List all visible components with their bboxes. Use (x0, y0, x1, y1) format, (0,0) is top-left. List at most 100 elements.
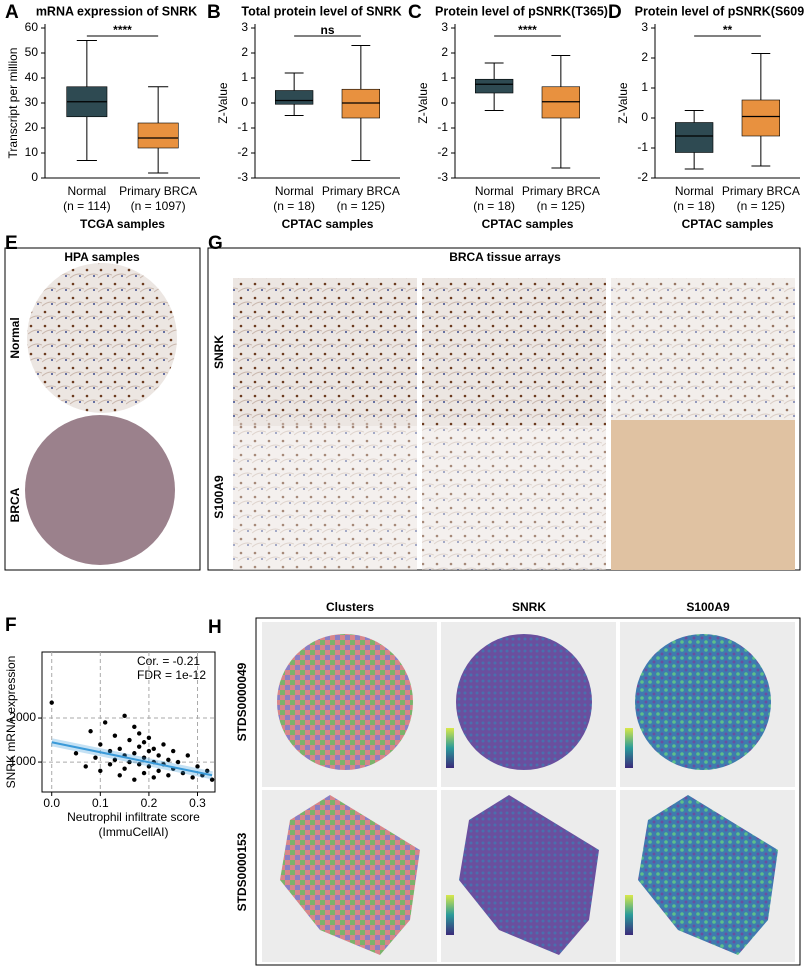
fit-line (51, 741, 213, 777)
y-tick-label: 20 (25, 120, 39, 134)
point (127, 737, 132, 743)
y-tick-label: -1 (237, 120, 248, 134)
y-tick-label: 40 (25, 70, 39, 84)
y-tick-label: 0 (441, 95, 448, 109)
box (341, 88, 381, 119)
point (88, 729, 93, 734)
x-tick-label: Normal (68, 184, 107, 198)
spatial-images (262, 622, 795, 962)
x-tick-label: Normal (475, 184, 514, 198)
column-label: SNRK (512, 600, 546, 614)
point (136, 744, 142, 749)
panel-label: B (207, 2, 221, 23)
y-tick-label: 60 (25, 20, 39, 34)
box (137, 122, 179, 149)
x-axis-label: Neutrophil infiltrate score (67, 810, 200, 824)
column-label: S100A9 (686, 600, 730, 614)
point (175, 759, 181, 765)
tissue-image (25, 415, 175, 565)
chart-title: Total protein level of SNRK (241, 4, 401, 18)
y-tick-label: 0 (241, 95, 248, 109)
y-tick-label: 2000 (9, 710, 36, 724)
y-tick-label: 50 (25, 45, 39, 59)
y-tick-label: 2 (441, 45, 448, 59)
row-label: S100A9 (212, 475, 226, 519)
y-axis-label: Z-Value (616, 82, 630, 123)
point (180, 770, 186, 776)
row-label: Normal (8, 317, 22, 358)
y-tick-label: 1 (641, 80, 648, 94)
y-tick-label: 10 (25, 145, 39, 159)
point (117, 746, 122, 752)
column-label: Clusters (326, 600, 374, 614)
point (136, 762, 142, 767)
y-tick-label: -1 (637, 140, 648, 154)
y-tick-label: 3 (241, 20, 248, 34)
point (146, 735, 152, 741)
panel-label: D (608, 2, 622, 23)
box (274, 90, 314, 105)
y-tick-label: -2 (437, 145, 448, 159)
point (195, 764, 200, 769)
point (93, 755, 98, 760)
point (112, 757, 118, 763)
row-label: STDS0000153 (235, 832, 249, 911)
chart-title: mRNA expression of SNRK (36, 4, 197, 18)
point (151, 746, 156, 752)
x-tick-label: Primary BRCA (722, 184, 800, 198)
significance: **** (518, 23, 537, 37)
box (674, 122, 714, 153)
x-tick-label: Normal (275, 184, 314, 198)
x-axis-label: TCGA samples (80, 217, 165, 231)
y-tick-label: 0 (641, 110, 648, 124)
n-label: (n = 18) (673, 199, 715, 213)
y-axis-label: Transcript per million (6, 48, 20, 159)
panel-frame (255, 617, 801, 966)
annotation: Cor. = -0.21 (137, 654, 200, 668)
n-label: (n = 125) (337, 199, 385, 213)
x-tick-label: 0.3 (189, 796, 206, 810)
ihc-grid (233, 278, 795, 570)
point (209, 777, 215, 782)
y-tick-label: 3 (441, 20, 448, 34)
point (141, 755, 147, 760)
point (166, 773, 171, 778)
point (122, 713, 127, 719)
y-tick-label: -3 (237, 170, 248, 184)
panel-label: C (408, 2, 422, 23)
point (102, 720, 108, 725)
point (107, 762, 113, 767)
panel-label: H (208, 617, 222, 638)
point (166, 757, 171, 763)
point (127, 759, 132, 765)
x-tick-label: Normal (675, 184, 714, 198)
point (49, 700, 54, 705)
y-tick-label: 3 (641, 20, 648, 34)
point (185, 753, 190, 758)
x-tick-label: 0.1 (92, 796, 109, 810)
y-tick-label: 30 (25, 95, 39, 109)
x-tick-label: Primary BRCA (522, 184, 600, 198)
point (107, 748, 113, 754)
n-label: (n = 114) (63, 199, 110, 213)
n-label: (n = 18) (473, 199, 515, 213)
y-axis-label: Z-Value (216, 82, 230, 123)
y-axis-label: Z-Value (416, 82, 430, 123)
y-tick-label: 0 (31, 170, 38, 184)
point (132, 777, 137, 782)
point (73, 751, 79, 756)
point (146, 764, 152, 769)
chart-title: Protein level of pSNRK(T365) (435, 4, 608, 18)
point (161, 742, 166, 747)
y-tick-label: -2 (637, 170, 648, 184)
panel-title: HPA samples (64, 250, 140, 264)
x-axis-label: CPTAC samples (282, 217, 374, 231)
y-tick-label: 1000 (9, 754, 36, 768)
point (117, 773, 122, 778)
x-tick-label: Primary BRCA (322, 184, 400, 198)
point (146, 748, 152, 754)
n-label: (n = 125) (737, 199, 785, 213)
point (156, 768, 161, 774)
significance: **** (113, 23, 132, 37)
